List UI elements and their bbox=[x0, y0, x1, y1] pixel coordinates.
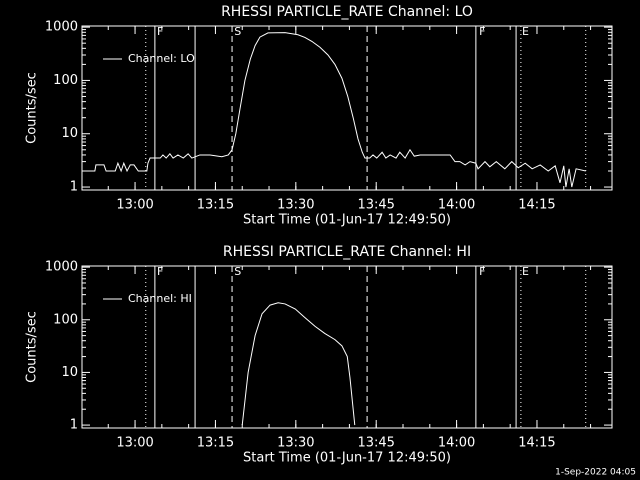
x-tick-label: 13:45 bbox=[357, 436, 394, 451]
event-flag: F bbox=[479, 265, 485, 278]
x-axis-label: Start Time (01-Jun-17 12:49:50) bbox=[243, 451, 451, 466]
y-tick-label: 100 bbox=[53, 73, 78, 88]
event-flag: E bbox=[522, 265, 529, 278]
legend-label: Channel: HI bbox=[128, 292, 192, 305]
x-tick-label: 13:15 bbox=[197, 436, 234, 451]
x-tick-label: 13:30 bbox=[277, 198, 314, 213]
plot-frame bbox=[81, 265, 613, 429]
y-tick-label: 1000 bbox=[45, 260, 78, 275]
plot-frame bbox=[81, 25, 613, 191]
plot-area bbox=[84, 32, 586, 188]
x-tick-label: 13:15 bbox=[197, 198, 234, 213]
y-tick-label: 1 bbox=[70, 180, 78, 195]
y-tick-label: 10 bbox=[61, 365, 78, 380]
y-tick-label: 1000 bbox=[45, 20, 78, 35]
event-flag: E bbox=[522, 25, 529, 38]
event-flag: S bbox=[234, 265, 241, 278]
footer: 1-Sep-2022 04:05 bbox=[555, 468, 636, 478]
chart-title: RHESSI PARTICLE_RATE Channel: LO bbox=[221, 4, 473, 20]
plot-area bbox=[241, 302, 356, 426]
event-flag: F bbox=[157, 265, 163, 278]
x-tick-label: 14:15 bbox=[518, 198, 555, 213]
y-tick-label: 100 bbox=[53, 312, 78, 327]
x-tick-label: 14:15 bbox=[518, 436, 555, 451]
x-tick-label: 13:00 bbox=[116, 198, 153, 213]
event-flag: F bbox=[479, 25, 485, 38]
legend-label: Channel: LO bbox=[128, 52, 195, 65]
x-axis-label: Start Time (01-Jun-17 12:49:50) bbox=[243, 213, 451, 228]
event-flag: F bbox=[157, 25, 163, 38]
x-tick-label: 14:00 bbox=[438, 198, 475, 213]
x-tick-label: 13:30 bbox=[277, 436, 314, 451]
x-tick-label: 13:45 bbox=[357, 198, 394, 213]
x-tick-label: 13:00 bbox=[116, 436, 153, 451]
y-axis-label: Counts/sec bbox=[25, 311, 40, 383]
data-line bbox=[84, 32, 586, 188]
chart-title: RHESSI PARTICLE_RATE Channel: HI bbox=[223, 244, 471, 260]
y-axis-label: Counts/sec bbox=[25, 72, 40, 144]
event-flag: S bbox=[234, 25, 241, 38]
y-tick-label: 10 bbox=[61, 126, 78, 141]
data-line bbox=[241, 302, 356, 426]
x-tick-label: 14:00 bbox=[438, 436, 475, 451]
y-tick-label: 1 bbox=[70, 418, 78, 433]
